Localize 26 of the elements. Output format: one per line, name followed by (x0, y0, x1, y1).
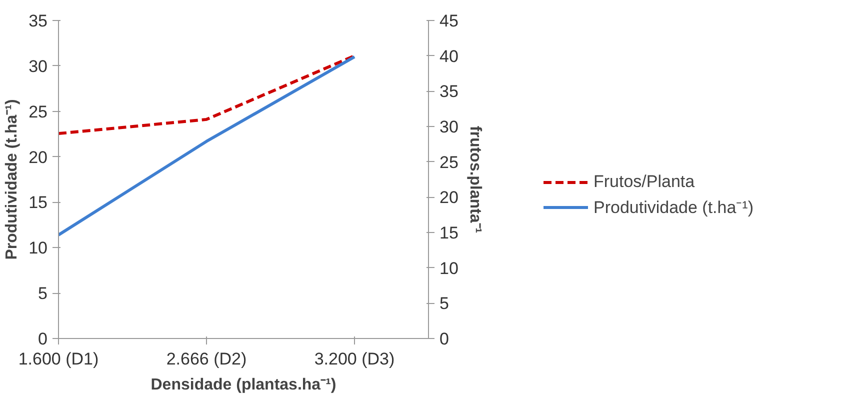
y-tick-label: 15 (28, 193, 48, 212)
y2-tick-label: 40 (440, 46, 458, 66)
y2-tick-label: 15 (440, 224, 458, 242)
x-tick-label: 2.666 (D2) (166, 350, 247, 368)
y2-tick-label: 25 (440, 152, 458, 172)
x-tick-label: 1.600 (D1) (18, 350, 99, 368)
y2-tick-label: 5 (440, 294, 449, 314)
x-axis-title: Densidade (plantas.ha⁻¹) (150, 376, 336, 394)
y2-tick-label: 0 (440, 330, 449, 348)
y2-tick-label: 20 (440, 188, 458, 208)
x-tick-label: 3.200 (D3) (314, 350, 395, 368)
y-tick-label: 35 (28, 12, 48, 30)
y-axis-title: Produtividade (t.ha⁻¹) (4, 99, 21, 260)
y-tick-label: 25 (28, 102, 48, 122)
y2-tick-label: 35 (440, 82, 458, 102)
y-tick-label: 5 (38, 284, 48, 304)
y-tick-label: 10 (28, 238, 48, 258)
y-tick-label: 20 (28, 148, 48, 167)
y-tick-label: 30 (28, 56, 48, 76)
legend-label: Produtividade (t.ha⁻¹) (593, 197, 754, 218)
legend-label: Frutos/Planta (593, 172, 695, 192)
y2-axis-title: frutos.planta⁻¹ (466, 126, 484, 234)
y2-tick-label: 10 (440, 258, 458, 278)
y-tick-label: 0 (38, 330, 48, 348)
y2-tick-label: 45 (440, 12, 458, 30)
y2-tick-label: 30 (440, 118, 458, 136)
